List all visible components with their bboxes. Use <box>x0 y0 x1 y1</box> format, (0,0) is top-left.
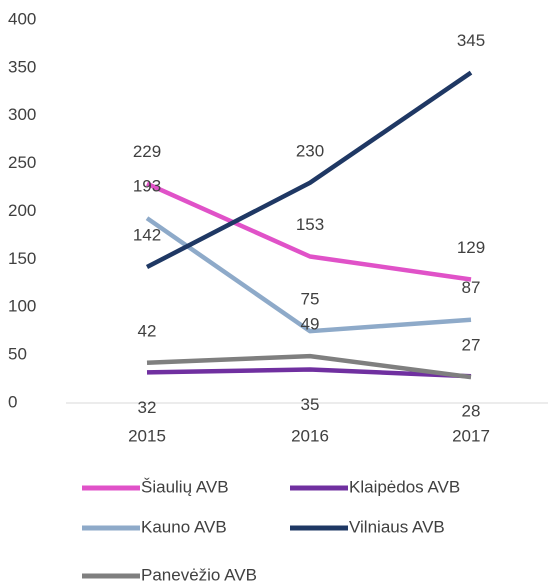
y-tick-label: 350 <box>8 57 36 76</box>
data-label: 230 <box>296 141 324 160</box>
data-label: 49 <box>301 315 320 334</box>
y-tick-label: 100 <box>8 297 36 316</box>
data-label: 193 <box>133 177 161 196</box>
series-line <box>145 216 472 334</box>
data-label: 27 <box>462 336 481 355</box>
series-line <box>146 367 472 379</box>
data-label: 35 <box>301 395 320 414</box>
y-tick-label: 50 <box>8 345 27 364</box>
x-tick-label: 2015 <box>128 426 166 445</box>
series-line <box>145 70 473 270</box>
y-tick-label: 0 <box>8 392 17 411</box>
data-label: 75 <box>301 290 320 309</box>
legend-label: Kauno AVB <box>141 517 227 536</box>
y-tick-label: 200 <box>8 201 36 220</box>
y-tick-label: 300 <box>8 105 36 124</box>
series-line <box>146 181 472 282</box>
data-label: 142 <box>133 226 161 245</box>
series-line <box>146 353 472 380</box>
data-label: 42 <box>138 321 157 340</box>
data-label: 153 <box>296 215 324 234</box>
data-label: 129 <box>457 238 485 257</box>
y-tick-label: 150 <box>8 249 36 268</box>
legend-label: Vilniaus AVB <box>349 517 445 536</box>
legend-label: Panevėžio AVB <box>141 565 257 584</box>
x-tick-label: 2016 <box>291 426 329 445</box>
data-label: 345 <box>457 31 485 50</box>
y-tick-label: 400 <box>8 9 36 28</box>
data-label: 28 <box>462 402 481 421</box>
data-label: 87 <box>462 278 481 297</box>
x-tick-label: 2017 <box>452 426 490 445</box>
data-label: 32 <box>138 398 157 417</box>
legend-label: Klaipėdos AVB <box>349 477 460 496</box>
legend-label: Šiaulių AVB <box>141 477 229 496</box>
y-tick-label: 250 <box>8 153 36 172</box>
data-label: 229 <box>133 142 161 161</box>
